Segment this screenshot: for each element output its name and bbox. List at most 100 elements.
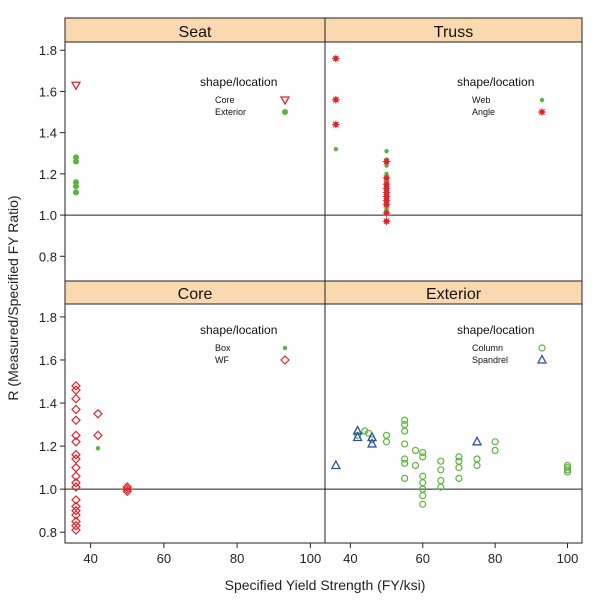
- data-point-column: [455, 474, 463, 483]
- legend-key-web: [539, 97, 545, 103]
- data-point-exterior: [72, 183, 79, 190]
- x-tick-label: 60: [157, 551, 171, 566]
- data-point-column: [419, 500, 427, 508]
- data-point-column: [437, 466, 445, 474]
- y-tick-label: 1.6: [39, 84, 57, 99]
- data-point-wf: [71, 520, 81, 531]
- data-point-exterior: [72, 179, 79, 186]
- data-point-angle: [382, 157, 391, 166]
- data-point-wf: [71, 436, 81, 447]
- data-point-column: [491, 438, 499, 446]
- data-point-column: [401, 459, 409, 467]
- panel-title: Exterior: [426, 286, 482, 303]
- data-point-spandrel: [330, 459, 341, 470]
- data-point-column: [401, 427, 409, 435]
- data-point-column: [563, 468, 572, 476]
- panel-frame: [64, 41, 326, 282]
- data-point-column: [455, 464, 463, 472]
- data-point-wf: [71, 477, 81, 488]
- data-point-wf: [93, 408, 103, 419]
- data-point-angle: [382, 174, 391, 182]
- data-point-column: [401, 416, 409, 424]
- data-point-column: [419, 453, 427, 461]
- y-tick-label: 1.4: [39, 396, 57, 411]
- x-axis-label: Specified Yield Strength (FY/ksi): [225, 577, 426, 593]
- data-point-wf: [93, 430, 103, 441]
- legend-label: Column: [472, 343, 503, 353]
- legend-label: Core: [215, 95, 235, 105]
- data-point-column: [401, 455, 409, 463]
- data-point-exterior: [72, 154, 79, 161]
- panel-core: Core shape/location Box WF 0.8 1.0 1.2 1.4 1.6 1.…: [39, 280, 326, 566]
- data-point-column: [401, 474, 409, 483]
- legend-key-box: [282, 345, 288, 351]
- panel-exterior: Exterior shape/location Column Spandrel 40 60…: [324, 280, 583, 566]
- data-point-column: [563, 464, 572, 472]
- legend-key-column: [538, 344, 546, 352]
- panel-seat: Seat shape/location Core Exterior 0.8 1.0 1.2 1…: [39, 17, 326, 282]
- y-tick-label: 1.6: [39, 353, 57, 368]
- legend-title: shape/location: [200, 75, 277, 89]
- legend-label: Web: [472, 95, 490, 105]
- data-point-wf: [71, 404, 81, 415]
- data-point-exterior: [72, 189, 79, 196]
- data-point-web: [384, 148, 389, 154]
- data-point-wf: [71, 393, 81, 404]
- data-point-angle: [332, 95, 340, 104]
- data-point-wf: [71, 525, 81, 535]
- data-point-spandrel: [366, 438, 378, 448]
- data-point-exterior: [72, 158, 79, 165]
- data-point-column: [455, 453, 463, 461]
- legend-key-exterior: [282, 109, 288, 115]
- data-point-web: [333, 146, 339, 152]
- legend: shape/location Box WF: [200, 323, 290, 365]
- y-tick-label: 1.2: [39, 439, 57, 454]
- legend-title: shape/location: [457, 323, 534, 337]
- y-tick-label: 1.0: [39, 482, 57, 497]
- x-tick-label: 80: [488, 551, 502, 566]
- data-point-spandrel: [471, 435, 483, 446]
- panel-title: Seat: [179, 24, 212, 41]
- data-point-wf: [71, 482, 81, 492]
- data-point-web: [384, 171, 389, 177]
- legend-key-spandrel: [536, 354, 548, 364]
- legend-key-core: [279, 96, 291, 106]
- y-tick-label: 1.8: [39, 310, 57, 325]
- x-tick-label: 100: [557, 551, 579, 566]
- data-point-wf: [71, 449, 81, 460]
- data-point-wf: [71, 430, 81, 441]
- x-tick-label: 80: [230, 551, 244, 566]
- data-point-web: [384, 206, 389, 212]
- data-point-column: [437, 483, 445, 491]
- legend: shape/location Core Exterior: [200, 75, 291, 117]
- legend-key-angle: [538, 108, 546, 116]
- data-point-wf: [71, 415, 81, 426]
- data-point-column: [411, 446, 420, 455]
- x-tick-label: 40: [83, 551, 97, 566]
- data-point-wf: [71, 505, 81, 516]
- legend-label: Angle: [472, 107, 495, 117]
- x-tick-label: 60: [415, 551, 429, 566]
- data-point-column: [419, 448, 427, 457]
- data-point-wf: [122, 484, 133, 495]
- y-tick-label: 1.4: [39, 126, 57, 141]
- panel-frame: [324, 41, 583, 282]
- panel-title: Core: [178, 286, 213, 303]
- data-point-angle: [332, 120, 340, 129]
- x-tick-label: 100: [300, 551, 322, 566]
- legend: shape/location Web Angle: [457, 75, 546, 117]
- y-tick-label: 1.2: [39, 167, 57, 182]
- data-point-column: [491, 446, 499, 455]
- legend-label: WF: [215, 355, 229, 365]
- data-point-column: [563, 466, 572, 474]
- data-point-web: [384, 163, 389, 168]
- data-point-angle: [382, 209, 391, 217]
- data-point-column: [401, 440, 409, 448]
- data-point-angle: [382, 200, 391, 209]
- y-tick-label: 0.8: [39, 525, 57, 540]
- legend: shape/location Column Spandrel: [457, 323, 548, 365]
- data-point-column: [473, 461, 481, 470]
- panel-title: Truss: [434, 24, 473, 41]
- y-tick-label: 1.8: [39, 43, 57, 58]
- data-point-column: [437, 457, 445, 465]
